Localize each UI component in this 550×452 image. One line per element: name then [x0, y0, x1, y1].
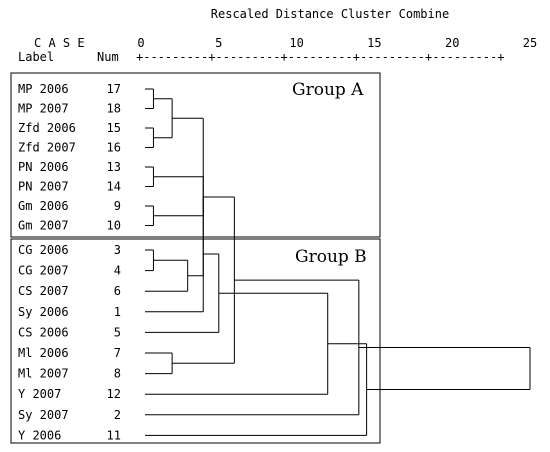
- scale-tick-label: 10: [289, 36, 303, 50]
- case-label: CG 2007: [18, 264, 69, 278]
- case-num: 1: [114, 305, 121, 319]
- case-label: Sy 2006: [18, 305, 69, 319]
- num-column-header: Num: [97, 50, 119, 64]
- case-num: 10: [107, 219, 121, 233]
- case-label: Y 2006: [18, 428, 61, 442]
- case-num: 18: [107, 102, 121, 116]
- case-label: PN 2006: [18, 160, 69, 174]
- case-num: 8: [114, 367, 121, 381]
- case-num: 2: [114, 408, 121, 422]
- case-num: 16: [107, 141, 121, 155]
- case-label: MP 2007: [18, 102, 69, 116]
- scale-tick-label: 5: [215, 36, 222, 50]
- case-label: Ml 2006: [18, 346, 69, 360]
- case-label: MP 2006: [18, 82, 69, 96]
- case-header: C A S E: [34, 36, 85, 50]
- scale-tick-labels: 0 5 10 15 20 25: [137, 36, 537, 50]
- case-label: CS 2006: [18, 325, 69, 339]
- case-label: Sy 2007: [18, 408, 69, 422]
- scale-tick-label: 20: [445, 36, 459, 50]
- scale-tick-label: 15: [367, 36, 381, 50]
- label-column-header: Label: [18, 50, 54, 64]
- case-num: 4: [114, 264, 121, 278]
- case-label: Gm 2007: [18, 219, 69, 233]
- group-a-box: [10, 72, 381, 238]
- case-num: 3: [114, 243, 121, 257]
- case-num: 13: [107, 160, 121, 174]
- case-num: 7: [114, 346, 121, 360]
- case-label: Zfd 2006: [18, 121, 76, 135]
- case-num: 9: [114, 199, 121, 213]
- case-label: Ml 2007: [18, 367, 69, 381]
- scale-tick-label: 0: [137, 36, 144, 50]
- dendrogram-tree: [145, 88, 531, 436]
- case-label: Zfd 2007: [18, 141, 76, 155]
- case-label: Y 2007: [18, 387, 61, 401]
- case-num: 5: [114, 325, 121, 339]
- case-num: 14: [107, 180, 121, 194]
- case-num: 11: [107, 428, 121, 442]
- case-label: Gm 2006: [18, 199, 69, 213]
- group-a-label: Group A: [292, 80, 364, 100]
- case-label: CG 2006: [18, 243, 69, 257]
- case-num: 6: [114, 284, 121, 298]
- group-b-box: [10, 238, 381, 444]
- case-num: 17: [107, 82, 121, 96]
- case-num: 15: [107, 121, 121, 135]
- case-label: PN 2007: [18, 180, 69, 194]
- chart-title: Rescaled Distance Cluster Combine: [211, 7, 449, 21]
- case-label: CS 2007: [18, 284, 69, 298]
- scale-tick-label: 25: [523, 36, 537, 50]
- case-num: 12: [107, 387, 121, 401]
- scale-line: +---------+---------+---------+---------…: [136, 50, 504, 64]
- group-b-label: Group B: [295, 247, 367, 267]
